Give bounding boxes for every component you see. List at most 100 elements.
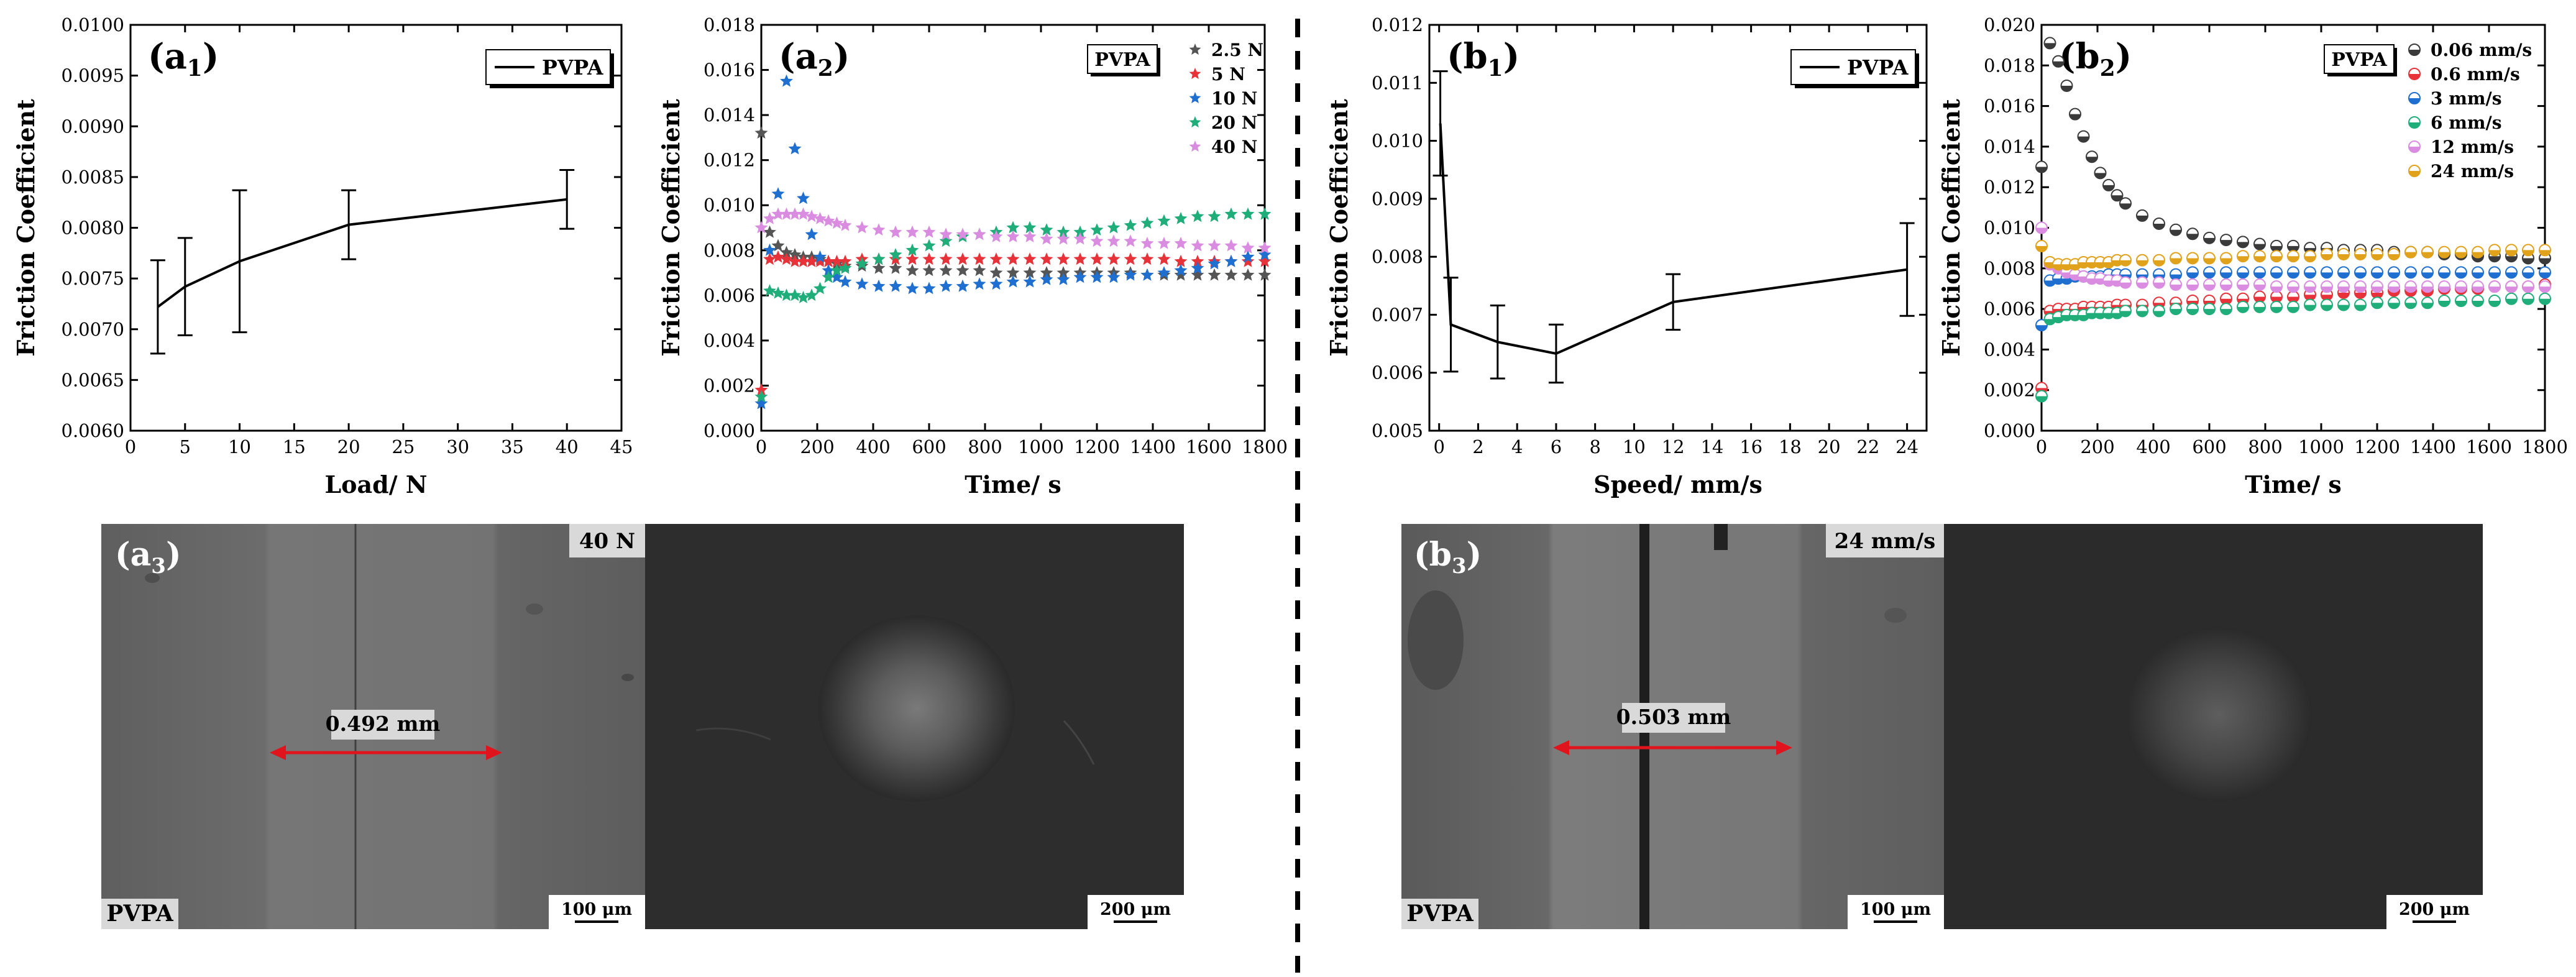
data-point [805,288,818,301]
marker-fill [2405,303,2416,309]
data-point [1057,272,1070,285]
panel-label-close: ) [833,36,850,77]
measurement-label: 0.492 mm [326,712,441,736]
y-tick-label: 0.011 [1372,72,1423,93]
measurement-label-bg [1622,703,1725,733]
error-bar [1443,277,1459,373]
data-point [2136,254,2148,267]
data-point [788,254,802,267]
chart-b2: 0 200 400 600 800 1000 1200 1400 1600 1800 0.000 0.… [1937,14,2568,498]
marker-fill [2288,245,2299,252]
data-point [2388,296,2400,310]
data-point [1241,207,1255,220]
data-point [2438,266,2450,279]
marker-fill [2472,287,2483,293]
data-point [2102,306,2115,319]
x-tick-label: 24 [1895,436,1918,457]
debris-streak [695,727,771,741]
data-point [2086,272,2098,285]
marker-fill [2221,240,2232,246]
data-point [763,243,776,256]
data-point [922,282,936,295]
y-tick-label: 0.004 [1984,339,2035,360]
panel-label: (b1) [1447,36,1519,81]
series-line [1439,123,1907,355]
y-tick-label: 0.010 [1372,131,1423,152]
y-tick-label: 0.012 [1984,177,2035,198]
data-point [2043,37,2056,50]
x-tick-label: 0 [125,436,136,457]
marker-fill [2204,258,2215,264]
data-point [822,270,835,283]
data-point [822,264,835,277]
data-point [2186,303,2199,316]
x-tick-label: 1600 [2466,436,2512,457]
y-tick-label: 0.010 [1984,218,2035,239]
marker-fill [2221,258,2232,264]
data-point [922,225,936,238]
data-point [2455,266,2467,279]
data-point [2455,245,2467,259]
marker-fill [2103,262,2114,268]
surface-spot [145,573,160,583]
marker-fill [2355,292,2366,298]
marker-fill [2455,272,2467,278]
panel-label-close: ) [1503,36,1520,77]
data-point [788,142,802,155]
series-3-mm-s [2035,266,2551,332]
data-point [2094,167,2107,180]
sample-label: PVPA [1406,901,1474,927]
measurement-label: 0.503 mm [1616,705,1731,729]
data-point [989,230,1003,242]
plot-frame [2040,24,2546,432]
marker-fill [2523,272,2534,278]
x-tick-label: 4 [1511,436,1523,457]
data-point [2539,280,2551,293]
data-point [1208,257,1221,270]
data-point [1124,218,1137,231]
marker-fill [2204,237,2215,244]
data-point [1023,252,1037,265]
sample-label-bg [101,899,178,929]
marker-fill [2053,61,2064,67]
marker-fill [2153,282,2165,288]
y-tick-label: 0.0080 [62,218,124,239]
panel-label-letter: (b [2059,36,2100,77]
data-point [2102,178,2115,191]
x-tick-label: 200 [2080,436,2114,457]
data-point [2270,280,2283,293]
marker-fill [2355,287,2366,293]
measurement-label-bg [331,710,434,740]
legend-title: PVPA [2331,49,2387,71]
marker-fill [2388,287,2400,293]
marker-fill [2120,203,2131,209]
error-bar [1490,305,1505,380]
legend-item: 6 mm/s [2431,112,2501,133]
data-point [2069,308,2081,321]
data-point [2522,280,2534,293]
data-point [1090,252,1104,265]
data-point [2287,280,2299,293]
data-point [814,212,827,224]
marker-fill [2137,282,2148,288]
marker-fill [2439,272,2450,278]
marker-fill [2506,287,2517,293]
x-tick-label: 0 [1433,436,1444,457]
data-point [2388,247,2400,260]
marker-fill [2094,173,2106,179]
y-tick-label: 0.000 [704,420,755,441]
marker-fill [2271,272,2282,278]
x-tick-label: 1000 [1018,436,1064,457]
data-point [1189,116,1201,128]
x-tick-label: 14 [1700,436,1723,457]
data-point [2321,247,2333,260]
marker-fill [2221,309,2232,315]
marker-fill [2405,252,2416,258]
y-tick-label: 0.018 [1984,55,2035,76]
data-point [2304,250,2316,263]
data-point [2220,234,2232,247]
marker-fill [2405,287,2416,293]
marker-fill [2304,256,2316,262]
x-tick-label: 1200 [2354,436,2400,457]
